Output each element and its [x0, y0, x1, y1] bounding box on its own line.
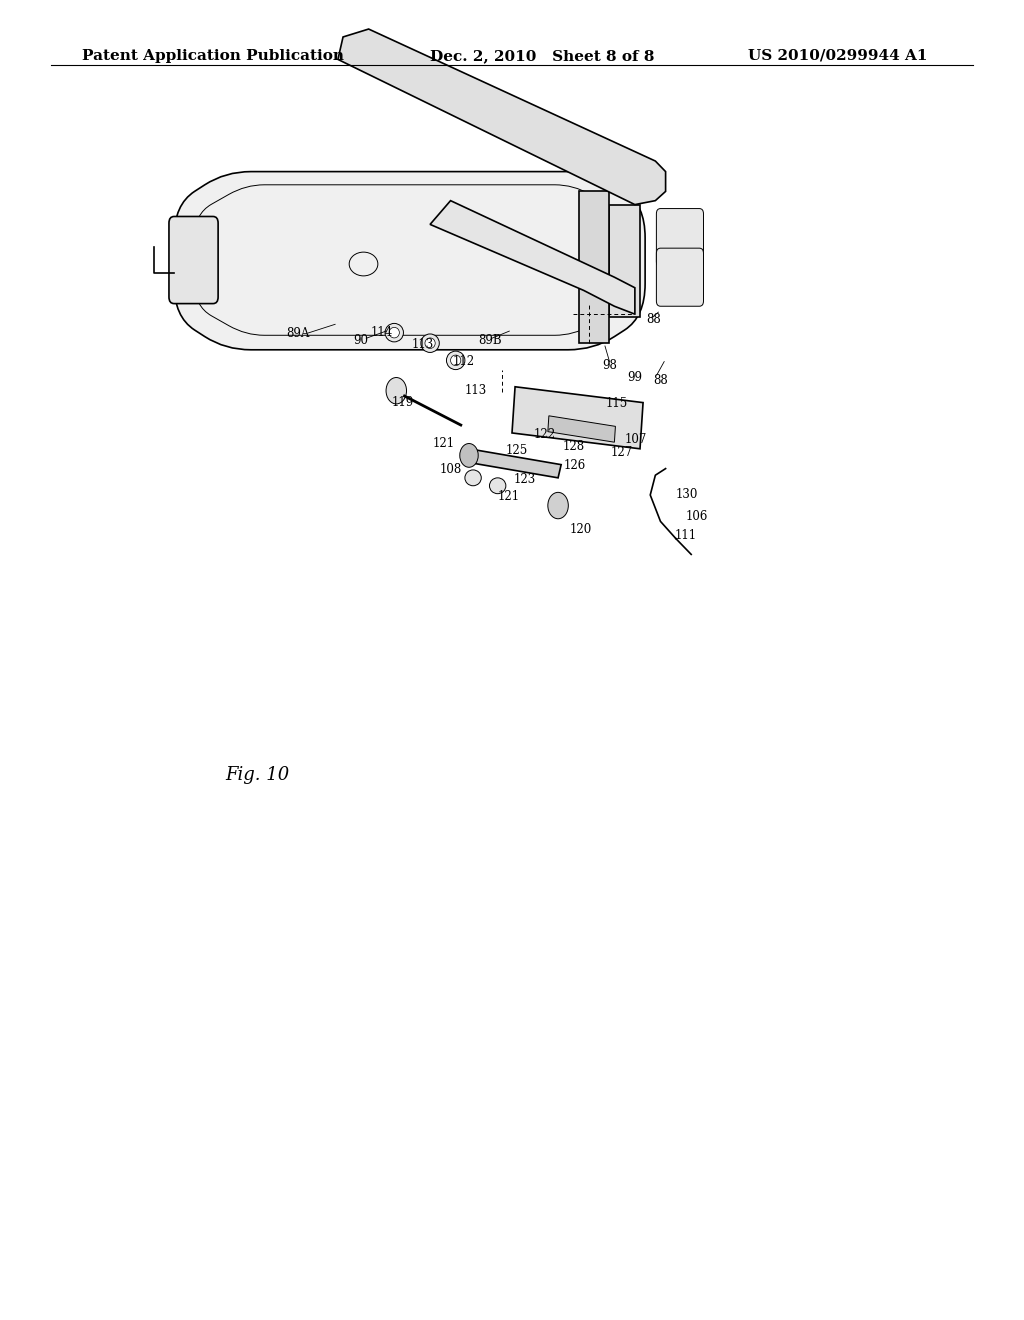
Text: 123: 123 — [514, 473, 537, 486]
Circle shape — [386, 378, 407, 404]
Text: 113: 113 — [412, 338, 434, 351]
PathPatch shape — [174, 172, 645, 350]
Polygon shape — [548, 416, 615, 442]
Ellipse shape — [451, 355, 461, 366]
Polygon shape — [338, 29, 666, 205]
Text: 115: 115 — [605, 397, 628, 411]
Text: Fig. 10: Fig. 10 — [225, 766, 290, 784]
FancyBboxPatch shape — [169, 216, 218, 304]
Text: 122: 122 — [534, 428, 556, 441]
Ellipse shape — [446, 351, 465, 370]
Text: 130: 130 — [676, 488, 698, 502]
Polygon shape — [466, 449, 561, 478]
Text: 113: 113 — [465, 384, 487, 397]
FancyBboxPatch shape — [656, 209, 703, 267]
Text: Dec. 2, 2010   Sheet 8 of 8: Dec. 2, 2010 Sheet 8 of 8 — [430, 49, 654, 63]
Text: 107: 107 — [625, 433, 647, 446]
Ellipse shape — [425, 338, 435, 348]
Text: 106: 106 — [686, 510, 709, 523]
Text: 89B: 89B — [478, 334, 502, 347]
Text: 114: 114 — [371, 326, 393, 339]
Text: 127: 127 — [610, 446, 633, 459]
Ellipse shape — [489, 478, 506, 494]
Text: 112: 112 — [453, 355, 475, 368]
Circle shape — [548, 492, 568, 519]
Polygon shape — [609, 205, 640, 317]
Ellipse shape — [465, 470, 481, 486]
Text: 99: 99 — [628, 371, 643, 384]
Polygon shape — [430, 201, 635, 314]
Text: 90: 90 — [353, 334, 369, 347]
Ellipse shape — [389, 327, 399, 338]
Text: 125: 125 — [506, 444, 528, 457]
Text: 120: 120 — [569, 523, 592, 536]
Text: 128: 128 — [562, 440, 585, 453]
Text: 98: 98 — [602, 359, 617, 372]
Text: 121: 121 — [432, 437, 455, 450]
Text: 89A: 89A — [287, 327, 310, 341]
Text: 121: 121 — [498, 490, 520, 503]
Text: 88: 88 — [646, 313, 660, 326]
Text: 126: 126 — [563, 459, 586, 473]
Text: 111: 111 — [675, 529, 697, 543]
Ellipse shape — [421, 334, 439, 352]
Circle shape — [460, 444, 478, 467]
Text: 88: 88 — [653, 374, 668, 387]
FancyBboxPatch shape — [656, 248, 703, 306]
Text: 108: 108 — [439, 463, 462, 477]
Text: Patent Application Publication: Patent Application Publication — [82, 49, 344, 63]
Text: 119: 119 — [391, 396, 414, 409]
Ellipse shape — [385, 323, 403, 342]
Text: US 2010/0299944 A1: US 2010/0299944 A1 — [748, 49, 927, 63]
Polygon shape — [579, 191, 609, 343]
Polygon shape — [512, 387, 643, 449]
